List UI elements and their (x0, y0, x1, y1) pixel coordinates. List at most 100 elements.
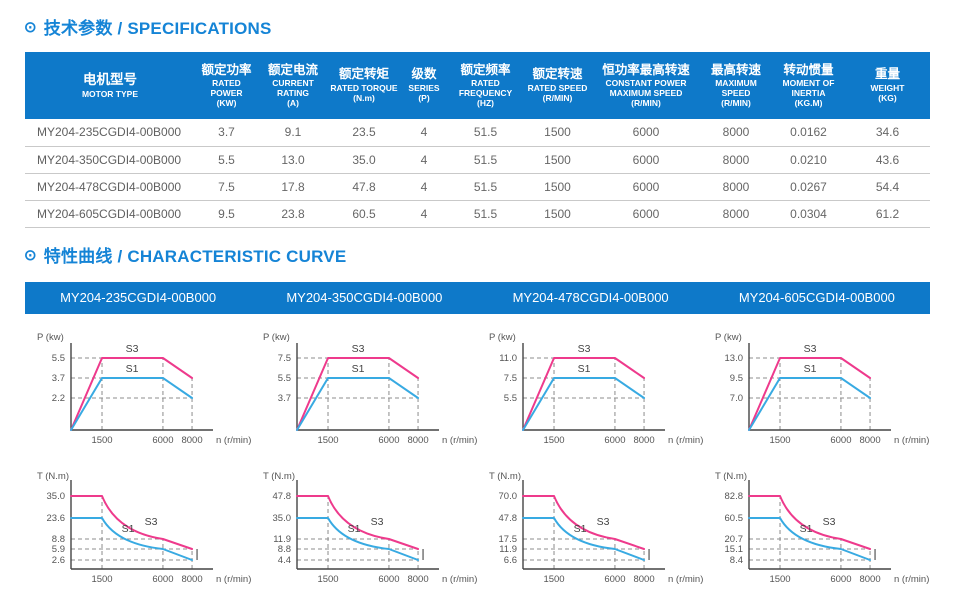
value-cell: 4 (400, 200, 448, 228)
value-cell: 4 (400, 119, 448, 147)
x-tick-label: 8000 (407, 435, 428, 446)
value-cell: 0.0267 (772, 173, 845, 201)
y-tick-label: 3.7 (278, 393, 291, 404)
x-tick-label: 6000 (152, 574, 173, 585)
x-axis-label: n (r/min) (442, 574, 477, 585)
value-cell: 23.8 (258, 200, 328, 228)
x-axis-label: n (r/min) (668, 574, 703, 585)
value-cell: 61.2 (845, 200, 930, 228)
chart-cell-MY204-235CGDI4-00B000: P (kw) 5.5 3.7 2.2 1500 6000 8000 n (r/min) S3 S1 (25, 330, 251, 465)
s3-curve (70, 494, 194, 550)
s3-series-label: S3 (578, 343, 591, 355)
y-tick-label: 11.9 (273, 534, 291, 545)
column-header-en: WEIGHT (870, 83, 905, 94)
value-cell: 1500 (523, 119, 592, 147)
column-header-2: 额定电流 CURRENT RATING (A) (258, 52, 328, 119)
column-header-en: CURRENT RATING (272, 78, 314, 98)
x-tick-label: 8000 (859, 574, 880, 585)
y-tick-label: 20.7 (725, 534, 744, 545)
y-tick-label: 35.0 (47, 491, 66, 502)
specifications-title-text: 技术参数 / SPECIFICATIONS (43, 19, 272, 38)
column-header-en: SERIES (408, 83, 440, 94)
x-tick-label: 6000 (830, 574, 851, 585)
x-tick-label: 8000 (407, 574, 428, 585)
s3-curve (748, 494, 872, 550)
column-header-unit: (HZ) (477, 97, 494, 108)
x-tick-label: 1500 (543, 435, 564, 446)
y-axis-label: T (N.m) (263, 471, 295, 482)
x-tick-label: 1500 (543, 574, 564, 585)
spec-sheet-page: ⊙ 技术参数 / SPECIFICATIONS 电机型号 MOTOR TYPE 额定… (0, 14, 956, 610)
column-header-zh: 额定电流 (267, 62, 318, 77)
s1-series-label: S1 (578, 363, 591, 375)
table-row: MY204-235CGDI4-00B000 3.7 9.1 23.5 4 51.5 1500… (25, 119, 930, 147)
power-curve-chart-2: P (kw) 11.0 7.5 5.5 1500 6000 8000 n (r/min) S3 S… (489, 332, 703, 446)
x-axis-label: n (r/min) (894, 435, 929, 446)
y-tick-label: 13.0 (725, 353, 744, 364)
value-cell: 1500 (523, 200, 592, 228)
s1-curve (296, 376, 420, 431)
x-tick-label: 1500 (317, 435, 338, 446)
s3-series-label: S3 (804, 343, 817, 355)
value-cell: 6000 (592, 146, 700, 174)
y-tick-label: 11.9 (499, 544, 517, 555)
s3-series-label: S3 (126, 343, 139, 355)
column-header-4: 级数 SERIES (P) (400, 52, 448, 119)
x-axis-label: n (r/min) (668, 435, 703, 446)
x-axis-label: n (r/min) (442, 435, 477, 446)
y-tick-label: 9.5 (730, 373, 743, 384)
circle-dot-icon: ⊙ (24, 19, 37, 36)
curve-model-label-2: MY204-478CGDI4-00B000 (512, 290, 669, 305)
specifications-table: 电机型号 MOTOR TYPE 额定功率 RATED POWER (KW) 额定电流 CUR… (25, 52, 930, 228)
x-tick-label: 1500 (769, 435, 790, 446)
s1-curve (522, 376, 646, 431)
circle-dot-icon: ⊙ (24, 246, 37, 264)
value-cell: 43.6 (845, 146, 930, 174)
column-header-8: 最高转速 MAXIMUM SPEED (R/MIN) (700, 52, 772, 119)
column-header-unit: (R/MIN) (631, 97, 661, 108)
value-cell: 6000 (592, 200, 700, 228)
y-tick-label: 5.5 (504, 393, 517, 404)
x-tick-label: 8000 (181, 435, 202, 446)
value-cell: 0.0210 (772, 146, 845, 174)
column-header-3: 额定转矩 RATED TORQUE (N.m) (328, 52, 400, 119)
y-tick-label: 2.6 (52, 555, 65, 566)
s1-series-label: S1 (126, 363, 139, 375)
y-tick-label: 5.5 (278, 373, 291, 384)
y-tick-label: 7.0 (730, 393, 743, 404)
s3-curve (296, 494, 420, 550)
y-tick-label: 47.8 (499, 513, 518, 524)
y-tick-label: 5.9 (52, 544, 65, 555)
value-cell: 9.1 (258, 119, 328, 147)
x-tick-label: 1500 (91, 435, 112, 446)
chart-cell-MY204-478CGDI4-00B000: P (kw) 11.0 7.5 5.5 1500 6000 8000 n (r/min) S3 S… (477, 330, 703, 465)
torque-curve-chart-2: T (N.m) 70.0 47.8 17.511.96.6 1500 6000 8000 n … (489, 471, 703, 585)
s3-series-label: S3 (145, 516, 158, 528)
s3-curve (70, 356, 194, 431)
torque-curve-chart-3: T (N.m) 82.8 60.5 20.715.18.4 1500 6000 8000 n … (715, 471, 929, 585)
s1-curve (748, 516, 872, 561)
value-cell: 6000 (592, 119, 700, 147)
value-cell: 0.0304 (772, 200, 845, 228)
torque-charts-row: T (N.m) 35.0 23.6 8.8 5.9 2.6 1500 6000 8000 n (r… (25, 469, 930, 604)
y-tick-label: 7.5 (278, 353, 291, 364)
chart-cell-MY204-350CGDI4-00B000: T (N.m) 47.8 35.0 11.9 8.8 4.4 1500 6000 8000 n (… (251, 469, 477, 604)
x-tick-label: 6000 (604, 435, 625, 446)
power-curve-chart-0: P (kw) 5.5 3.7 2.2 1500 6000 8000 n (r/min) S3 S1 (37, 332, 251, 446)
column-header-unit: (KG.M) (794, 97, 823, 108)
x-tick-label: 1500 (317, 574, 338, 585)
x-tick-label: 1500 (769, 574, 790, 585)
curve-model-label-1: MY204-350CGDI4-00B000 (286, 290, 443, 305)
column-header-en: MOMENT OF INERTIA (782, 78, 835, 98)
column-header-zh: 级数 (411, 67, 437, 82)
value-cell: 3.7 (195, 119, 258, 147)
value-cell: 8000 (700, 173, 772, 201)
value-cell: 9.5 (195, 200, 258, 228)
column-header-en: RATED TORQUE (330, 83, 398, 94)
y-axis-label: P (kw) (489, 332, 516, 343)
y-axis-label: T (N.m) (489, 471, 521, 482)
value-cell: 4 (400, 173, 448, 201)
value-cell: 51.5 (448, 173, 523, 201)
motor-type-cell: MY204-235CGDI4-00B000 (25, 119, 195, 147)
y-tick-label: 8.8 (52, 534, 65, 545)
